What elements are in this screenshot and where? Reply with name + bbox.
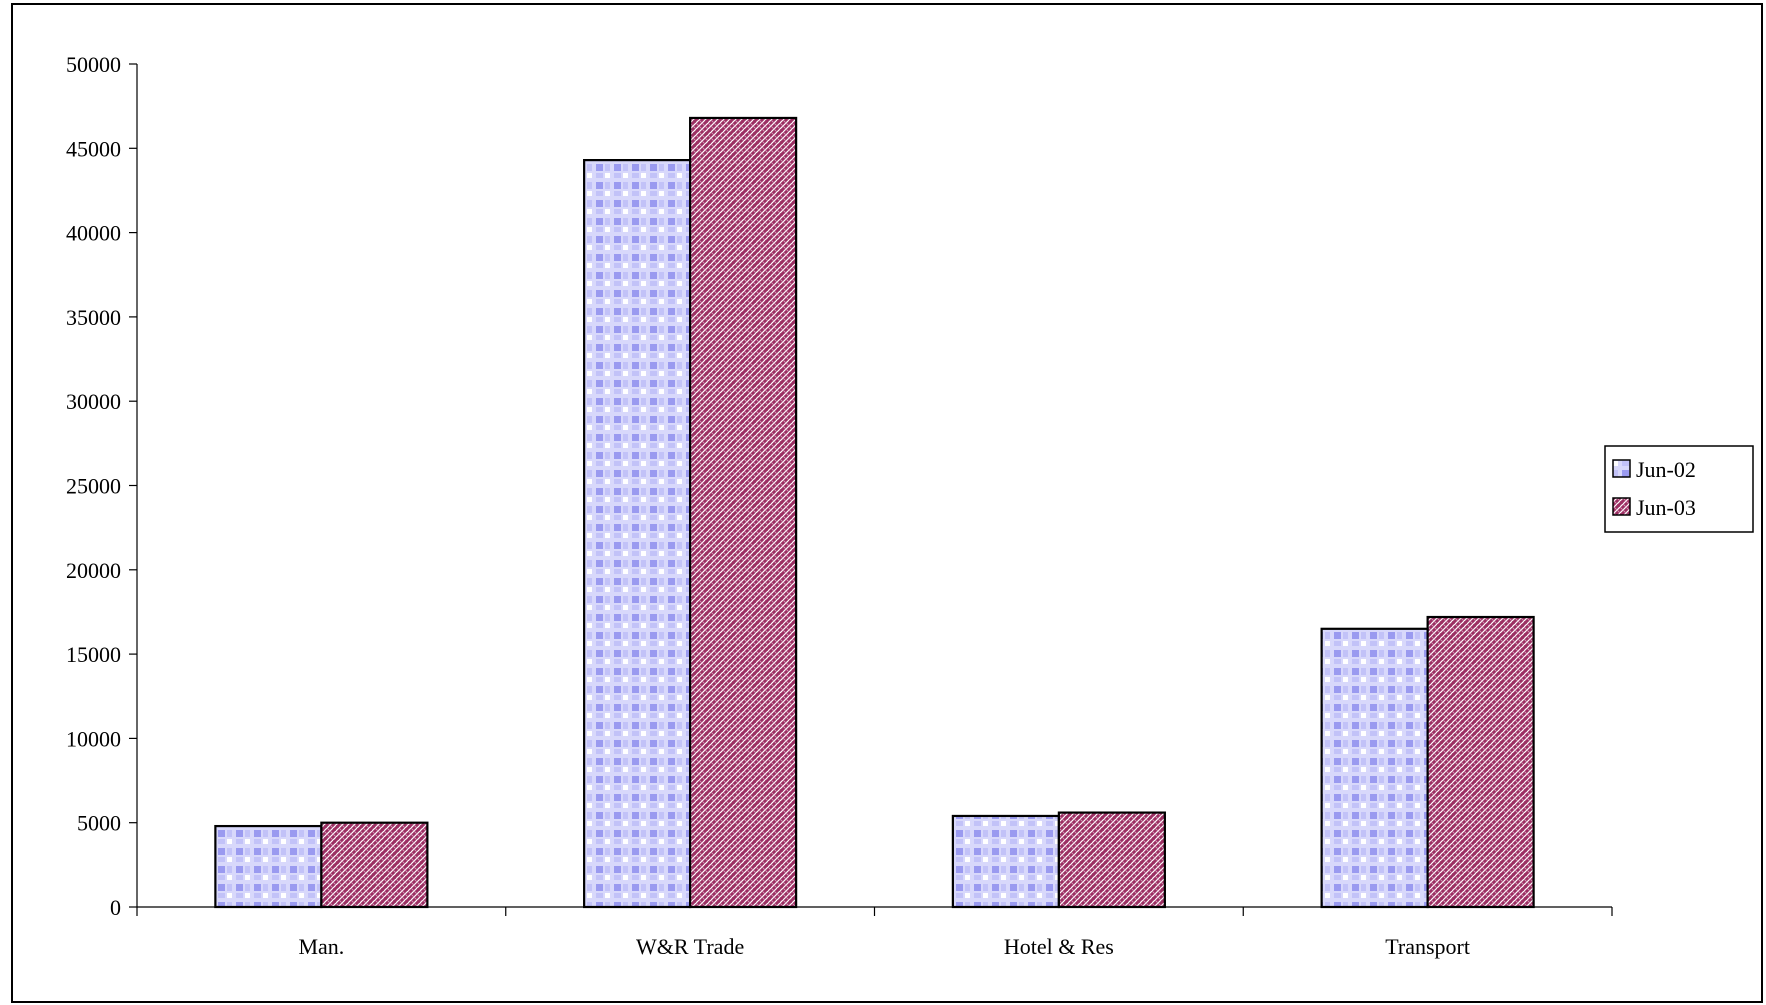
- bar-jun-02-0: [214, 824, 323, 909]
- legend-label-jun-02: Jun-02: [1636, 457, 1696, 482]
- legend: Jun-02 Jun-03: [1604, 445, 1754, 533]
- bar-jun-03-2: [1057, 811, 1166, 909]
- bar-jun-02-2: [951, 814, 1060, 909]
- x-tick-label: Transport: [1385, 934, 1470, 959]
- bar-jun-02-3: [1320, 627, 1429, 909]
- y-tick-label: 50000: [66, 52, 121, 77]
- y-tick-label: 30000: [66, 389, 121, 414]
- legend-label-jun-03: Jun-03: [1636, 495, 1696, 520]
- y-tick-label: 45000: [66, 136, 121, 161]
- bar-jun-03-0: [320, 821, 429, 909]
- legend-swatch-jun-02: [1612, 459, 1631, 478]
- y-tick-label: 15000: [66, 642, 121, 667]
- bar-jun-02-1: [583, 159, 692, 909]
- bar-jun-03-1: [689, 116, 798, 909]
- bar-jun-03-3: [1426, 615, 1535, 909]
- y-tick-label: 20000: [66, 558, 121, 583]
- legend-swatch-jun-03: [1612, 497, 1631, 516]
- x-tick-label: Man.: [298, 934, 344, 959]
- y-tick-label: 0: [110, 895, 121, 920]
- x-tick-label: W&R Trade: [636, 934, 744, 959]
- y-tick-label: 40000: [66, 221, 121, 246]
- y-tick-label: 10000: [66, 726, 121, 751]
- plot-area: 0 5000 10000 15000 20000 25000 30000 35000 40000…: [66, 52, 1613, 959]
- y-tick-label: 35000: [66, 305, 121, 330]
- y-tick-label: 5000: [77, 811, 121, 836]
- x-tick-label: Hotel & Res: [1004, 934, 1114, 959]
- plot-frame: [11, 3, 1763, 1003]
- y-tick-label: 25000: [66, 474, 121, 499]
